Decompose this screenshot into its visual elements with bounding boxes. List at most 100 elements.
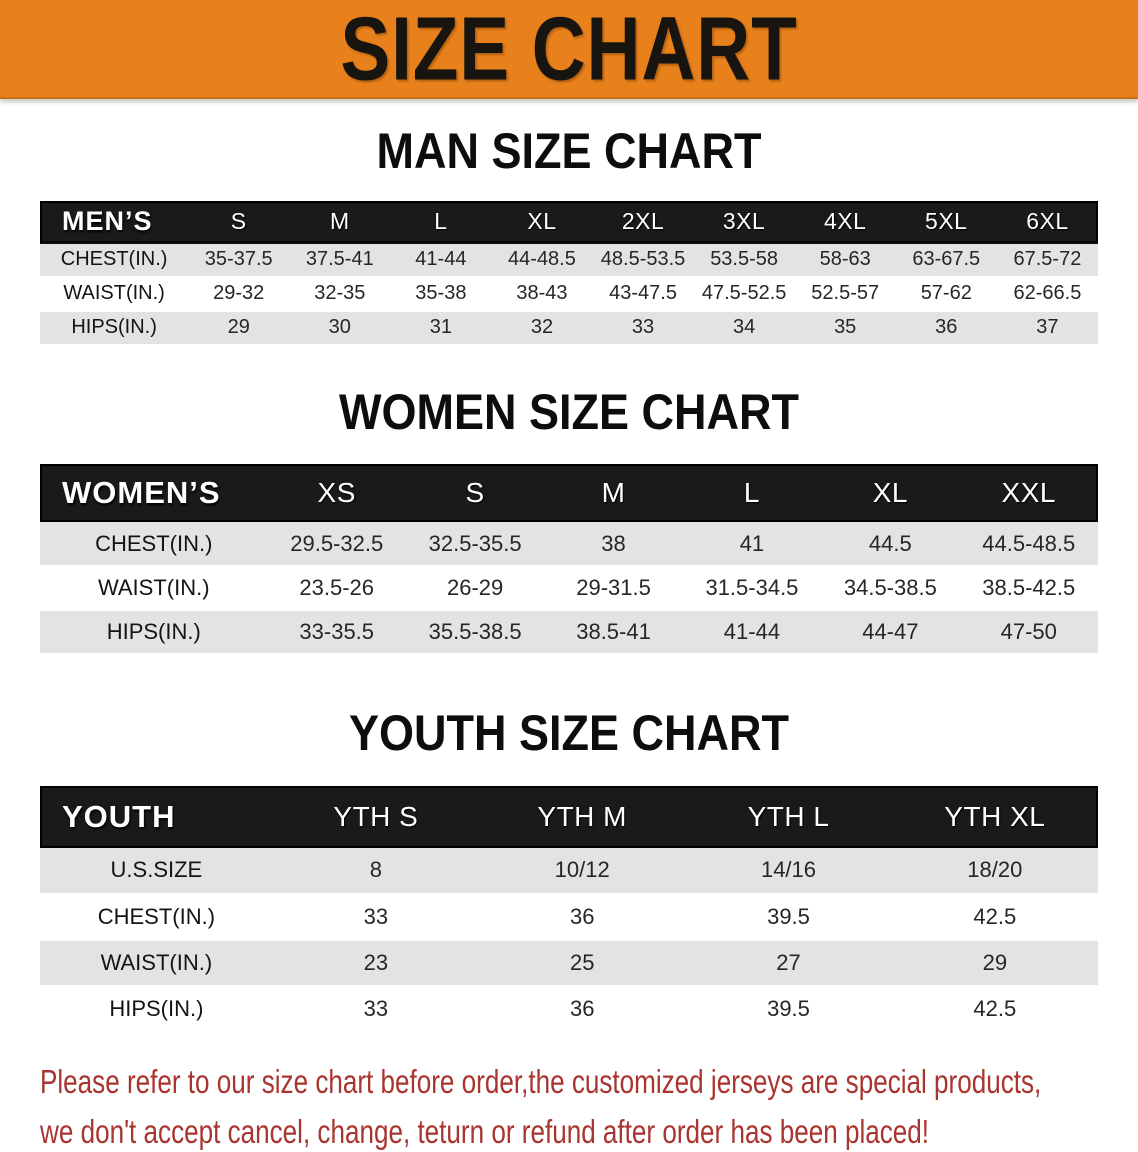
cell: 36 bbox=[479, 986, 685, 1032]
column-header: L bbox=[390, 201, 491, 243]
page-title: SIZE CHART bbox=[340, 4, 797, 94]
row-label: HIPS(IN.) bbox=[40, 610, 268, 654]
cell: 8 bbox=[273, 848, 479, 894]
table-title: WOMEN’S bbox=[40, 464, 268, 522]
column-header: YTH S bbox=[273, 786, 479, 848]
cell: 38.5-41 bbox=[544, 610, 682, 654]
cell: 29-32 bbox=[188, 277, 289, 311]
section-heading: WOMEN SIZE CHART bbox=[93, 386, 1045, 439]
cell: 41 bbox=[683, 522, 821, 566]
cell: 33-35.5 bbox=[268, 610, 406, 654]
column-header: L bbox=[683, 464, 821, 522]
cell: 48.5-53.5 bbox=[593, 243, 694, 277]
cell: 37.5-41 bbox=[289, 243, 390, 277]
row-label: WAIST(IN.) bbox=[40, 277, 188, 311]
cell: 39.5 bbox=[685, 894, 891, 940]
cell: 44-47 bbox=[821, 610, 959, 654]
cell: 34.5-38.5 bbox=[821, 566, 959, 610]
disclaimer-line-2: we don't accept cancel, change, teturn o… bbox=[40, 1111, 907, 1152]
row-label: CHEST(IN.) bbox=[40, 522, 268, 566]
disclaimer: Please refer to our size chart before or… bbox=[40, 1061, 1138, 1152]
cell: 44.5 bbox=[821, 522, 959, 566]
row-label: HIPS(IN.) bbox=[40, 311, 188, 345]
cell: 23.5-26 bbox=[268, 566, 406, 610]
cell: 32.5-35.5 bbox=[406, 522, 544, 566]
disclaimer-line-1: Please refer to our size chart before or… bbox=[40, 1061, 907, 1102]
cell: 23 bbox=[273, 940, 479, 986]
column-header: 6XL bbox=[997, 201, 1098, 243]
cell: 42.5 bbox=[892, 894, 1098, 940]
cell: 33 bbox=[273, 894, 479, 940]
table-title: MEN’S bbox=[40, 201, 188, 243]
cell: 14/16 bbox=[685, 848, 891, 894]
row-label: WAIST(IN.) bbox=[40, 566, 268, 610]
cell: 47.5-52.5 bbox=[694, 277, 795, 311]
cell: 30 bbox=[289, 311, 390, 345]
cell: 32-35 bbox=[289, 277, 390, 311]
cell: 36 bbox=[479, 894, 685, 940]
row-label: HIPS(IN.) bbox=[40, 986, 273, 1032]
column-header: 3XL bbox=[694, 201, 795, 243]
column-header: S bbox=[188, 201, 289, 243]
cell: 37 bbox=[997, 311, 1098, 345]
cell: 35 bbox=[795, 311, 896, 345]
cell: 31.5-34.5 bbox=[683, 566, 821, 610]
banner: SIZE CHART bbox=[0, 0, 1138, 99]
column-header: XL bbox=[821, 464, 959, 522]
column-header: YTH M bbox=[479, 786, 685, 848]
cell: 35-38 bbox=[390, 277, 491, 311]
cell: 31 bbox=[390, 311, 491, 345]
cell: 33 bbox=[593, 311, 694, 345]
cell: 63-67.5 bbox=[896, 243, 997, 277]
cell: 41-44 bbox=[390, 243, 491, 277]
cell: 57-62 bbox=[896, 277, 997, 311]
cell: 38.5-42.5 bbox=[960, 566, 1098, 610]
cell: 62-66.5 bbox=[997, 277, 1098, 311]
column-header: YTH L bbox=[685, 786, 891, 848]
cell: 35.5-38.5 bbox=[406, 610, 544, 654]
cell: 58-63 bbox=[795, 243, 896, 277]
cell: 38-43 bbox=[491, 277, 592, 311]
column-header: M bbox=[289, 201, 390, 243]
row-label: CHEST(IN.) bbox=[40, 894, 273, 940]
cell: 26-29 bbox=[406, 566, 544, 610]
table-title: YOUTH bbox=[40, 786, 273, 848]
cell: 42.5 bbox=[892, 986, 1098, 1032]
cell: 33 bbox=[273, 986, 479, 1032]
row-label: U.S.SIZE bbox=[40, 848, 273, 894]
column-header: XXL bbox=[960, 464, 1098, 522]
column-header: XL bbox=[491, 201, 592, 243]
column-header: S bbox=[406, 464, 544, 522]
cell: 29-31.5 bbox=[544, 566, 682, 610]
cell: 44.5-48.5 bbox=[960, 522, 1098, 566]
cell: 10/12 bbox=[479, 848, 685, 894]
cell: 47-50 bbox=[960, 610, 1098, 654]
column-header: YTH XL bbox=[892, 786, 1098, 848]
cell: 29 bbox=[188, 311, 289, 345]
cell: 52.5-57 bbox=[795, 277, 896, 311]
cell: 32 bbox=[491, 311, 592, 345]
cell: 67.5-72 bbox=[997, 243, 1098, 277]
row-label: CHEST(IN.) bbox=[40, 243, 188, 277]
cell: 29.5-32.5 bbox=[268, 522, 406, 566]
section-heading: MAN SIZE CHART bbox=[93, 125, 1045, 178]
column-header: 2XL bbox=[593, 201, 694, 243]
